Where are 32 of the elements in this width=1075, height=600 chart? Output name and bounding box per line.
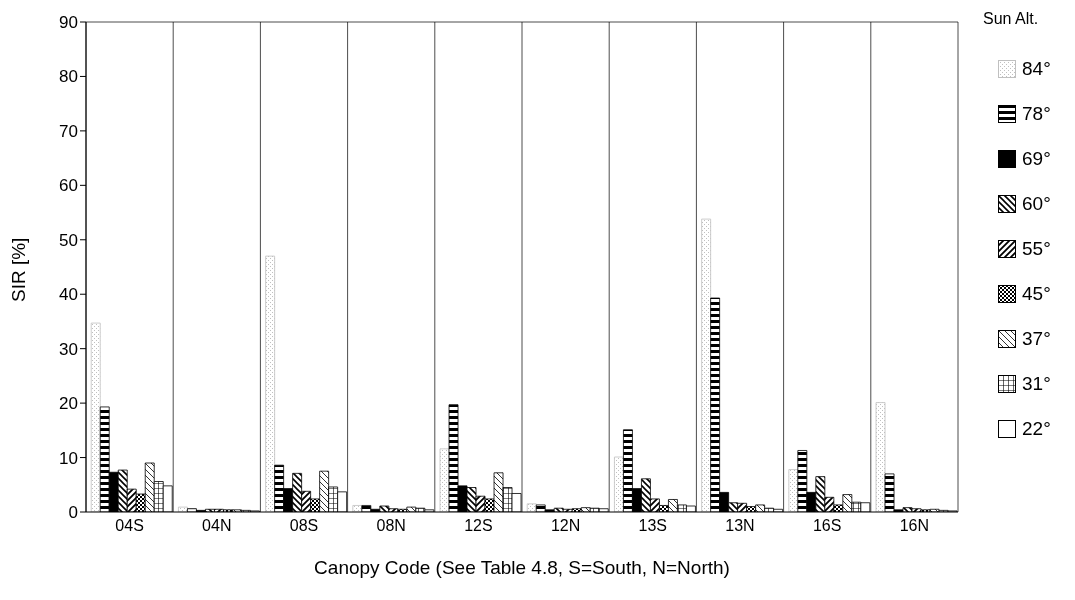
legend-label: 45°	[1022, 282, 1051, 305]
y-tick-label: 80	[59, 67, 78, 87]
y-tick-label: 30	[59, 339, 78, 359]
x-tick-label: 12S	[464, 517, 493, 535]
legend-label: 78°	[1022, 102, 1051, 125]
y-tick-label: 40	[59, 285, 78, 305]
x-tick-label: 16S	[812, 517, 842, 535]
y-tick-label: 0	[68, 503, 78, 523]
x-tick-label: 08S	[289, 517, 319, 535]
x-tick-label: 13S	[638, 517, 668, 535]
x-tick-label: 04N	[202, 517, 232, 535]
y-tick-label: 90	[59, 13, 78, 33]
x-tick-label: 08N	[376, 517, 406, 535]
legend-label: 55°	[1022, 237, 1051, 260]
y-tick-label: 50	[59, 230, 78, 250]
legend-label: 31°	[1022, 372, 1051, 395]
y-tick-label: 70	[59, 121, 78, 141]
x-axis-title: Canopy Code (See Table 4.8, S=South, N=North)	[314, 557, 730, 578]
y-tick-label: 20	[59, 394, 78, 414]
y-tick-label: 60	[59, 176, 78, 196]
x-tick-label: 12N	[550, 517, 581, 535]
legend-label: 69°	[1022, 147, 1051, 170]
legend-label: 84°	[1022, 57, 1051, 80]
x-tick-label: 16N	[899, 517, 930, 535]
x-tick-label: 13N	[725, 517, 755, 535]
legend-label: 60°	[1022, 192, 1051, 215]
legend-label: 22°	[1022, 417, 1051, 440]
y-axis-title: SIR [%]	[7, 237, 29, 302]
y-tick-label: 10	[59, 448, 78, 468]
x-tick-label: 04S	[115, 517, 144, 535]
legend-title: Sun Alt.	[983, 10, 1040, 28]
legend-label: 37°	[1022, 327, 1051, 350]
